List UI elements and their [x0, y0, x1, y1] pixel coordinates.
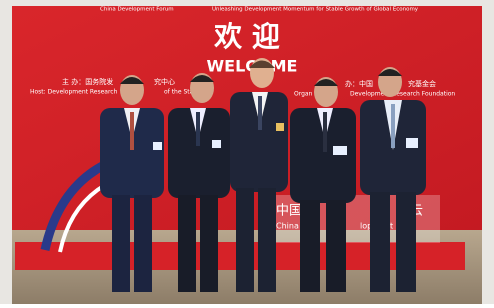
welcome-cn: 欢 迎 [213, 20, 280, 53]
host-cn: 究中心 [154, 77, 175, 86]
forum-name: China Development Forum [100, 7, 174, 13]
lower-cn: 中国 [276, 204, 302, 219]
photo: China Development Forum Unleashing Devel… [0, 0, 494, 304]
organizer-cn: 办：中国 [345, 79, 373, 88]
organizer-en: Development Research Foundation [350, 91, 455, 98]
page: China Development Forum Unleashing Devel… [0, 0, 494, 304]
host-cn: 主 办：国务院发 [62, 77, 113, 86]
organizer-cn: 究基金会 [408, 79, 436, 88]
host-en: Host: Development Research [30, 89, 118, 96]
organizer-en: Organ [294, 91, 313, 98]
theme: Unleashing Development Momentum for Stab… [212, 7, 419, 13]
lower-en: China [276, 222, 299, 231]
